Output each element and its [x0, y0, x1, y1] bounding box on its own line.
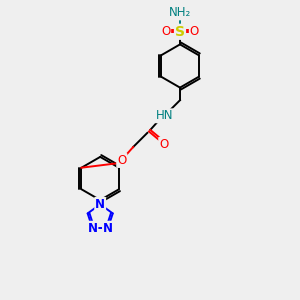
Text: S: S	[175, 25, 185, 39]
Text: N: N	[87, 222, 98, 235]
Text: N: N	[95, 198, 105, 211]
Text: NH₂: NH₂	[169, 6, 191, 20]
Text: O: O	[190, 25, 199, 38]
Text: HN: HN	[156, 109, 173, 122]
Text: O: O	[117, 154, 126, 167]
Text: N: N	[103, 222, 113, 235]
Text: O: O	[159, 138, 168, 151]
Text: O: O	[161, 25, 170, 38]
